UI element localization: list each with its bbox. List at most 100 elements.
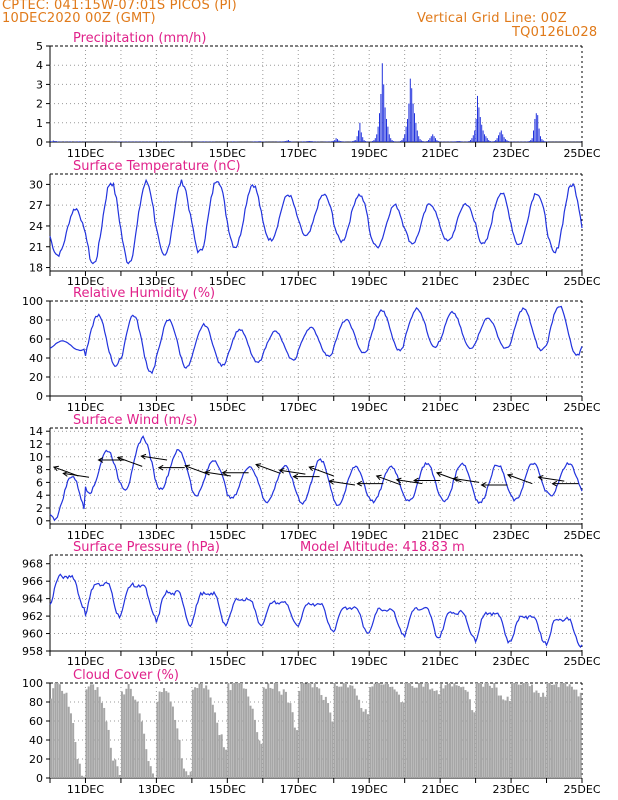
precip-bar bbox=[412, 103, 414, 142]
wind-vector-head bbox=[551, 480, 558, 487]
wind-vector-head bbox=[140, 453, 147, 460]
cloud-bar bbox=[127, 684, 130, 778]
precip-bar bbox=[407, 118, 408, 142]
y-tick-label: 2 bbox=[36, 98, 43, 111]
precip-bar bbox=[402, 138, 404, 142]
x-tick-label: 17DEC bbox=[280, 275, 317, 288]
cloud-bar bbox=[196, 688, 199, 778]
wind-vector bbox=[453, 478, 480, 483]
cloud-bar bbox=[298, 690, 301, 778]
wind-vector bbox=[329, 480, 356, 486]
precip-bar bbox=[310, 141, 312, 142]
wind-vector-head bbox=[395, 477, 402, 484]
cloud-bar bbox=[347, 687, 350, 778]
cloud-bar bbox=[262, 687, 265, 778]
x-tick-label: 11DEC bbox=[67, 783, 104, 796]
precip-bar bbox=[314, 141, 316, 142]
x-tick-label: 19DEC bbox=[351, 275, 388, 288]
cloud-bar bbox=[353, 688, 356, 778]
header-model-code: TQ0126L028 bbox=[512, 25, 598, 40]
cloud-bar bbox=[76, 759, 79, 778]
cloud-bar bbox=[464, 690, 467, 778]
precip-bar bbox=[290, 141, 292, 142]
cloud-bar bbox=[67, 706, 70, 778]
precip-bar bbox=[453, 141, 455, 142]
cloud-bar bbox=[484, 683, 487, 778]
panel-title: Precipitation (mm/h) bbox=[73, 31, 206, 46]
precip-bar bbox=[51, 141, 53, 142]
wind-vector-head bbox=[97, 457, 104, 463]
precip-bar bbox=[288, 140, 289, 142]
precip-bar bbox=[394, 141, 396, 142]
cloud-bar bbox=[61, 690, 64, 778]
precip-bar bbox=[55, 141, 57, 142]
x-tick-label: 21DEC bbox=[422, 401, 459, 414]
cloud-bar bbox=[360, 707, 363, 778]
cloud-bar bbox=[366, 714, 369, 778]
y-tick-label: 20 bbox=[29, 371, 43, 384]
precip-bar bbox=[387, 126, 389, 142]
precip-bar bbox=[436, 140, 438, 142]
cloud-bar bbox=[216, 722, 219, 778]
x-tick-label: 13DEC bbox=[138, 147, 175, 160]
header-date: 10DEC2020 00Z (GMT) bbox=[2, 11, 156, 26]
precip-bar bbox=[309, 141, 310, 142]
cloud-bar bbox=[373, 683, 376, 778]
precip-bar bbox=[281, 141, 282, 142]
precip-bar bbox=[542, 140, 544, 142]
cloud-bar bbox=[209, 697, 212, 778]
x-tick-label: 25DEC bbox=[563, 147, 600, 160]
series-line-3 bbox=[49, 435, 583, 522]
wind-vector bbox=[63, 472, 90, 478]
cloud-bar bbox=[575, 689, 578, 778]
cloud-bar bbox=[138, 713, 141, 778]
cloud-bar bbox=[289, 703, 292, 778]
precip-bar bbox=[383, 84, 385, 142]
y-tick-label: 964 bbox=[22, 593, 43, 606]
precip-bar bbox=[359, 122, 361, 142]
cloud-bar bbox=[477, 683, 480, 778]
precip-bar bbox=[328, 141, 330, 142]
precip-bar bbox=[289, 141, 291, 142]
cloud-bar bbox=[433, 690, 436, 778]
cloud-bar bbox=[342, 683, 345, 778]
x-tick-label: 23DEC bbox=[493, 529, 530, 542]
cloud-bar bbox=[140, 721, 143, 778]
precip-bar bbox=[485, 136, 487, 142]
x-tick-label: 23DEC bbox=[493, 655, 530, 668]
cloud-bar bbox=[251, 708, 254, 778]
cloud-bar bbox=[395, 691, 398, 778]
precip-bar bbox=[365, 141, 366, 142]
cloud-bar bbox=[291, 712, 294, 778]
precip-bar bbox=[502, 134, 504, 142]
cloud-bar bbox=[449, 683, 451, 778]
precip-bar bbox=[489, 141, 491, 142]
cloud-bar bbox=[54, 683, 57, 778]
cloud-bar bbox=[466, 691, 469, 778]
wind-vector-head bbox=[375, 474, 382, 481]
y-tick-label: 18 bbox=[29, 262, 43, 275]
wind-vector-head bbox=[52, 465, 59, 472]
x-tick-label: 23DEC bbox=[493, 147, 530, 160]
x-tick-label: 19DEC bbox=[351, 783, 388, 796]
precip-bar bbox=[376, 134, 378, 142]
cloud-bar bbox=[493, 683, 496, 778]
wind-vector-head bbox=[221, 469, 228, 476]
cloud-bar bbox=[524, 683, 527, 778]
precip-bar bbox=[204, 141, 205, 142]
wind-vector-head bbox=[255, 463, 262, 469]
x-tick-label: 25DEC bbox=[563, 655, 600, 668]
cloud-bar bbox=[180, 758, 183, 778]
header-station: CPTEC: 041:15W-07:01S PICOS (PI) bbox=[2, 0, 237, 13]
precip-bar bbox=[331, 141, 333, 142]
cloud-bar bbox=[296, 730, 299, 778]
cloud-bar bbox=[329, 712, 332, 778]
cloud-bar bbox=[435, 690, 438, 778]
cloud-bar bbox=[189, 771, 192, 778]
y-tick-label: 968 bbox=[22, 558, 43, 571]
cloud-bar bbox=[557, 687, 560, 778]
wind-vector-head bbox=[116, 456, 123, 462]
precip-bar bbox=[495, 140, 497, 142]
cloud-bar bbox=[404, 683, 407, 778]
